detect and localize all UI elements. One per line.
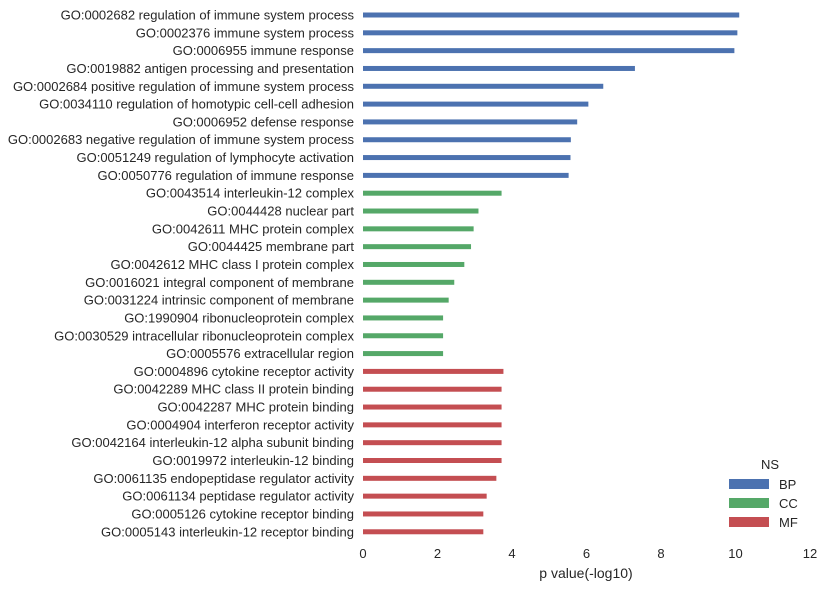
category-label: GO:0030529 intracellular ribonucleoprote… <box>54 328 354 343</box>
x-tick-label: 2 <box>434 546 441 561</box>
category-label: GO:0042289 MHC class II protein binding <box>113 382 354 397</box>
legend-label-cc: CC <box>779 496 798 511</box>
legend-swatch-cc <box>729 498 769 508</box>
bar-cc <box>363 226 474 232</box>
bar-cc <box>363 333 444 339</box>
bar-mf <box>363 511 484 517</box>
legend-label-mf: MF <box>779 515 798 530</box>
category-label: GO:0005126 cytokine receptor binding <box>131 506 354 521</box>
bar-mf <box>363 368 504 374</box>
category-label: GO:0044425 membrane part <box>188 239 355 254</box>
category-label: GO:0031224 intrinsic component of membra… <box>84 293 354 308</box>
bar-bp <box>363 12 740 18</box>
x-tick-label: 0 <box>359 546 366 561</box>
x-tick-label: 8 <box>657 546 664 561</box>
bar-cc <box>363 315 444 321</box>
bar-mf <box>363 422 502 428</box>
bar-mf <box>363 440 502 446</box>
bar-mf <box>363 386 502 392</box>
x-tick-label: 10 <box>728 546 742 561</box>
x-tick-label: 4 <box>508 546 515 561</box>
bar-mf <box>363 493 487 499</box>
legend-swatch-mf <box>729 517 769 527</box>
legend: NS BP CC MF <box>729 457 798 530</box>
legend-swatch-bp <box>729 479 769 489</box>
category-label: GO:0061135 endopeptidase regulator activ… <box>93 471 354 486</box>
x-tick-label: 12 <box>803 546 817 561</box>
category-label: GO:0019882 antigen processing and presen… <box>66 61 354 76</box>
category-label: GO:0016021 integral component of membran… <box>85 275 354 290</box>
bar-bp <box>363 48 735 54</box>
x-tick-label: 6 <box>583 546 590 561</box>
category-label: GO:0005576 extracellular region <box>166 346 354 361</box>
bar-cc <box>363 190 502 196</box>
bar-bp <box>363 119 578 125</box>
category-label: GO:0002683 negative regulation of immune… <box>8 132 355 147</box>
category-label: GO:0019972 interleukin-12 binding <box>152 453 354 468</box>
category-label: GO:0004896 cytokine receptor activity <box>134 364 355 379</box>
category-label: GO:1990904 ribonucleoprotein complex <box>124 310 354 325</box>
category-label: GO:0043514 interleukin-12 complex <box>146 186 355 201</box>
bar-cc <box>363 244 472 250</box>
bar-cc <box>363 351 444 357</box>
legend-title: NS <box>761 457 779 472</box>
bar-bp <box>363 30 738 36</box>
category-label: GO:0042164 interleukin-12 alpha subunit … <box>71 435 354 450</box>
category-labels: GO:0002682 regulation of immune system p… <box>8 8 355 540</box>
category-label: GO:0002682 regulation of immune system p… <box>61 8 355 23</box>
category-label: GO:0002376 immune system process <box>136 25 355 40</box>
category-label: GO:0051249 regulation of lymphocyte acti… <box>76 150 354 165</box>
bar-bp <box>363 172 569 178</box>
category-label: GO:0044428 nuclear part <box>207 204 354 219</box>
bar-cc <box>363 261 465 267</box>
category-label: GO:0042611 MHC protein complex <box>152 221 355 236</box>
bar-bp <box>363 155 571 161</box>
x-axis-label: p value(-log10) <box>539 565 632 581</box>
category-label: GO:0042287 MHC protein binding <box>157 400 354 415</box>
bar-cc <box>363 279 455 285</box>
bars-layer <box>363 12 740 535</box>
bar-bp <box>363 137 571 143</box>
bar-mf <box>363 404 502 410</box>
bar-bp <box>363 83 604 89</box>
x-axis: 0 2 4 6 8 10 12 <box>359 546 817 561</box>
category-label: GO:0006955 immune response <box>173 43 354 58</box>
category-label: GO:0004904 interferon receptor activity <box>126 417 354 432</box>
category-label: GO:0061134 peptidase regulator activity <box>122 489 354 504</box>
category-label: GO:0006952 defense response <box>173 114 354 129</box>
category-label: GO:0042612 MHC class I protein complex <box>111 257 355 272</box>
bar-bp <box>363 65 635 71</box>
bar-mf <box>363 475 497 481</box>
bar-mf <box>363 458 502 463</box>
bar-mf <box>363 529 484 535</box>
category-label: GO:0005143 interleukin-12 receptor bindi… <box>101 524 354 539</box>
legend-label-bp: BP <box>779 477 796 492</box>
bar-bp <box>363 101 589 107</box>
bar-cc <box>363 297 449 303</box>
category-label: GO:0002684 positive regulation of immune… <box>13 79 355 94</box>
category-label: GO:0050776 regulation of immune response <box>97 168 354 183</box>
category-label: GO:0034110 regulation of homotypic cell-… <box>39 97 354 112</box>
bar-cc <box>363 208 479 214</box>
